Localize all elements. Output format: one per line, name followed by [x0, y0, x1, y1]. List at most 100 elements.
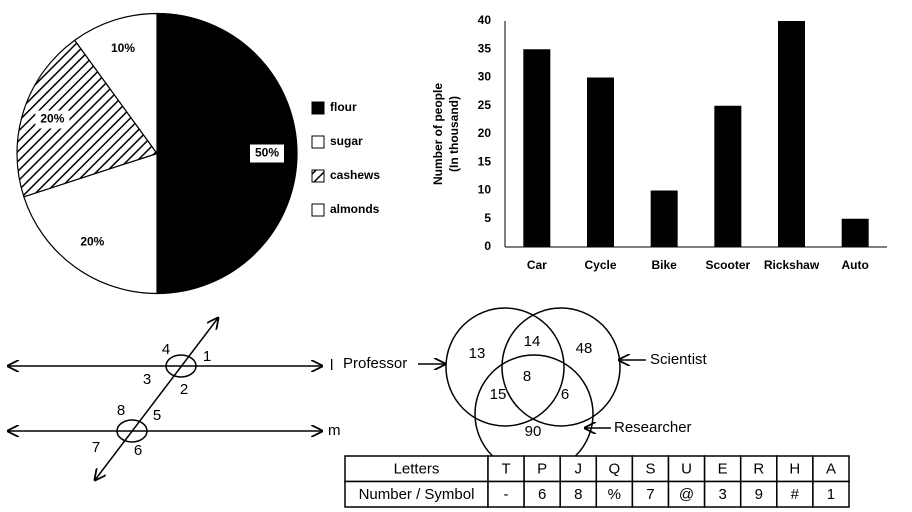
cell-text: T [501, 461, 510, 478]
y-tick-label: 25 [478, 98, 492, 112]
set-label: Professor [343, 355, 407, 372]
table-cell [739, 455, 778, 483]
angle-label: 3 [143, 371, 151, 388]
cell-text: @ [679, 486, 694, 503]
table-cell [595, 455, 634, 483]
cell-text: # [791, 486, 800, 503]
table-cell [523, 480, 561, 508]
legend-swatch [311, 101, 325, 115]
cell-text: 9 [755, 486, 763, 503]
y-tick-label: 35 [478, 41, 492, 55]
region-value: 6 [561, 386, 569, 403]
cell-text: U [681, 461, 692, 478]
legend-swatch [311, 135, 325, 149]
angle-label: 1 [203, 348, 211, 365]
table-cell [559, 480, 598, 508]
y-tick-label: 10 [478, 183, 492, 197]
cell-text: H [789, 461, 800, 478]
line-label: m [328, 422, 341, 439]
angle-diagram: l m 1 2 3 4 5 6 7 8 [8, 318, 341, 480]
y-tick-label: 40 [478, 13, 492, 27]
legend-label: almonds [330, 202, 380, 216]
x-tick-label: Cycle [584, 258, 616, 272]
value-label: 10% [111, 41, 135, 55]
venn-circle [501, 307, 621, 427]
angle-arc [165, 354, 197, 378]
table-cell [703, 455, 742, 483]
venn-circle [445, 307, 565, 427]
angle-label: 7 [92, 439, 100, 456]
region-value: 8 [523, 368, 531, 385]
transversal [95, 318, 218, 480]
label-box [75, 233, 110, 252]
x-tick-label: Car [527, 258, 547, 272]
table-cell [631, 480, 670, 508]
y-tick-label: 15 [478, 154, 492, 168]
bar-chart: 0 5 10 15 20 25 30 35 40 Number of people (In thou… [431, 13, 887, 272]
pie-chart: 50% flour 20% sugar 20% cashews 10% almonds [16, 12, 380, 295]
cell-text: R [753, 461, 764, 478]
table-cell [344, 480, 489, 508]
label-box [35, 110, 70, 129]
region-value: 14 [524, 333, 541, 350]
cell-text: - [504, 486, 509, 503]
bar [523, 49, 551, 247]
y-axis-label: (In thousand) [447, 96, 461, 172]
set-label: Researcher [614, 419, 692, 436]
table-cell [739, 480, 778, 508]
region-value: 48 [576, 340, 593, 357]
y-tick-label: 0 [484, 239, 491, 253]
cell-text: 6 [538, 486, 546, 503]
label-box [106, 39, 141, 58]
angle-label: 6 [134, 442, 142, 459]
legend-swatch [311, 203, 325, 217]
region-value: 90 [525, 423, 542, 440]
x-tick-label: Bike [651, 258, 677, 272]
bar [587, 77, 614, 247]
region-value: 15 [490, 386, 507, 403]
table-cell [812, 480, 850, 508]
venn-diagram: Professor Scientist Researcher 13 14 48 … [343, 307, 708, 474]
legend-label: sugar [330, 134, 363, 148]
cell-text: E [718, 461, 728, 478]
cell-text: Q [609, 461, 621, 478]
cell-text: 1 [827, 486, 835, 503]
region-value: 13 [469, 345, 486, 362]
legend-label: cashews [330, 168, 380, 182]
pie-slice [23, 152, 158, 295]
angle-arc [116, 419, 148, 443]
bar [778, 21, 805, 247]
bar [841, 218, 869, 247]
value-label: 50% [255, 146, 279, 160]
cell-text: J [575, 461, 583, 478]
cell-text: 7 [646, 486, 654, 503]
pie-slice [16, 39, 158, 198]
value-label: 20% [80, 235, 104, 249]
angle-label: 5 [153, 407, 161, 424]
table-cell [487, 480, 525, 508]
x-tick-label: Auto [842, 258, 869, 272]
x-tick-label: Scooter [705, 258, 750, 272]
set-label: Scientist [650, 351, 708, 368]
cell-text: Number / Symbol [359, 486, 475, 503]
value-label: 20% [40, 112, 64, 126]
cell-text: % [608, 486, 621, 503]
angle-label: 8 [117, 402, 125, 419]
bar [714, 105, 742, 247]
y-tick-label: 30 [478, 70, 492, 84]
pie-slice [156, 12, 298, 295]
x-tick-label: Rickshaw [764, 258, 820, 272]
legend-swatch [311, 169, 325, 183]
cell-text: P [537, 461, 547, 478]
table: Letters T P J Q S U E R H A Number / Symbol - 6 8% 7 @3 9… [344, 455, 850, 508]
cell-text: S [645, 461, 655, 478]
bar [650, 190, 678, 247]
y-tick-label: 20 [478, 126, 492, 140]
line-label: l [330, 357, 333, 374]
angle-label: 4 [162, 341, 170, 358]
legend-label: flour [330, 100, 357, 114]
cell-text: 8 [574, 486, 582, 503]
label-box [250, 144, 284, 163]
cell-text: Letters [394, 461, 440, 478]
y-axis-label: Number of people [431, 83, 445, 185]
